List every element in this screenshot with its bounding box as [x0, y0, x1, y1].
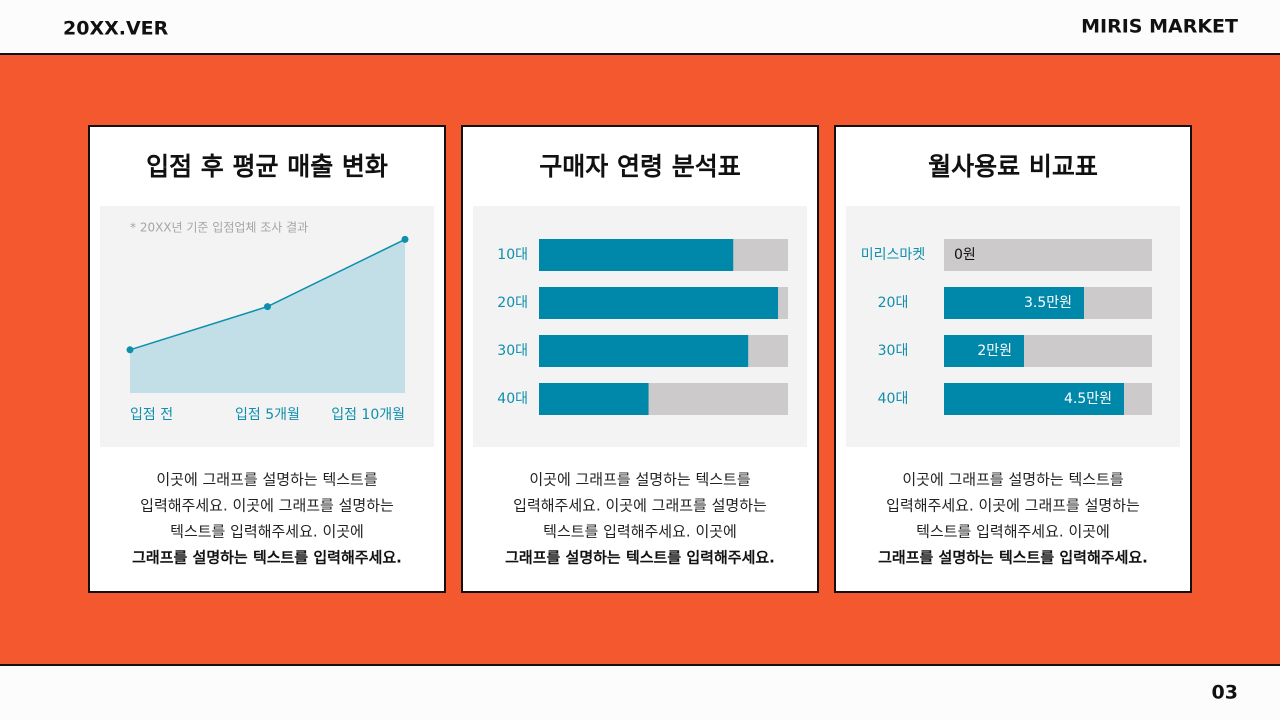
caption-line: 입력해주세요. 이곳에 그래프를 설명하는 — [140, 497, 394, 515]
caption-bold: 그래프를 설명하는 텍스트를 입력해주세요. — [132, 549, 402, 567]
point — [126, 346, 134, 354]
card-title: 월사용료 비교표 — [928, 152, 1098, 181]
bar — [539, 287, 779, 319]
caption-line: 이곳에 그래프를 설명하는 텍스트를 — [156, 471, 378, 489]
caption-line: 텍스트를 입력해주세요. 이곳에 — [916, 523, 1110, 541]
value-label: 3.5만원 — [1024, 295, 1072, 311]
value-label: 0원 — [954, 247, 976, 263]
version: 20XX.VER — [63, 18, 169, 40]
value-label: 4.5만원 — [1064, 391, 1112, 407]
value-label: 2만원 — [977, 343, 1012, 359]
bar — [539, 335, 749, 367]
category-label: 30대 — [878, 343, 909, 359]
category-label: 30대 — [497, 343, 528, 359]
caption-line: 텍스트를 입력해주세요. 이곳에 — [170, 523, 364, 541]
card-title: 입점 후 평균 매출 변화 — [146, 152, 388, 181]
card-title: 구매자 연령 분석표 — [539, 152, 740, 181]
category-label: 20대 — [878, 295, 909, 311]
caption-bold: 그래프를 설명하는 텍스트를 입력해주세요. — [505, 549, 775, 567]
caption-line: 이곳에 그래프를 설명하는 텍스트를 — [902, 471, 1124, 489]
caption-line: 입력해주세요. 이곳에 그래프를 설명하는 — [513, 497, 767, 515]
category-label: 미리스마켓 — [861, 247, 926, 263]
x-tick-label: 입점 10개월 — [331, 407, 405, 423]
x-tick-label: 입점 5개월 — [235, 407, 300, 423]
bar — [539, 383, 649, 415]
x-tick-label: 입점 전 — [130, 407, 173, 423]
point — [264, 303, 271, 311]
category-label: 40대 — [497, 391, 528, 407]
area — [130, 239, 405, 393]
bar — [539, 239, 734, 271]
caption-line: 텍스트를 입력해주세요. 이곳에 — [543, 523, 737, 541]
caption-line: 이곳에 그래프를 설명하는 텍스트를 — [529, 471, 751, 489]
category-label: 20대 — [497, 295, 528, 311]
bar — [944, 287, 1084, 319]
point — [401, 235, 409, 243]
brand: MIRIS MARKET — [1081, 16, 1238, 38]
category-label: 40대 — [878, 391, 909, 407]
bar — [944, 335, 1024, 367]
bar — [944, 383, 1124, 415]
bar-track — [944, 239, 1152, 271]
caption-bold: 그래프를 설명하는 텍스트를 입력해주세요. — [878, 549, 1148, 567]
page-number: 03 — [1212, 682, 1238, 704]
category-label: 10대 — [497, 247, 528, 263]
caption-line: 입력해주세요. 이곳에 그래프를 설명하는 — [886, 497, 1140, 515]
chart-note: * 20XX년 기준 입점업체 조사 결과 — [130, 221, 308, 235]
